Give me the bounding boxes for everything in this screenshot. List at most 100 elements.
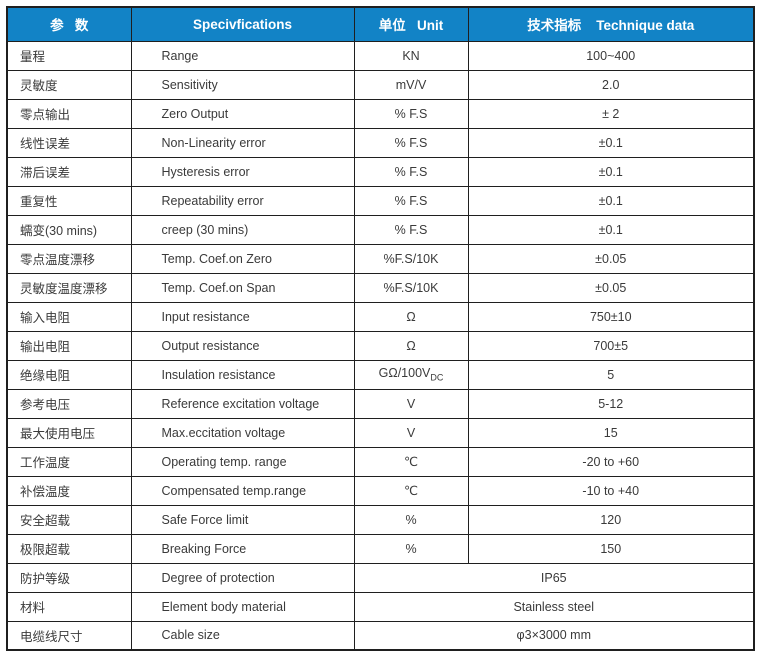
param-cn-cell: 参考电压 [6, 388, 132, 419]
merged-value-cell: IP65 [353, 562, 755, 593]
spec-cell: Element body material [130, 591, 355, 622]
table-row: 极限超载 Breaking Force% 150 [6, 533, 755, 564]
param-cn-cell: 绝缘电阻 [6, 359, 132, 390]
merged-value-cell: Stainless steel [353, 591, 755, 622]
value-cell: ±0.1 [467, 156, 755, 187]
param-cn-cell: 工作温度 [6, 446, 132, 477]
table-row: 最大使用电压 Max.eccitation voltage V 15 [6, 417, 755, 448]
header-param: 参 数 [6, 6, 132, 42]
spec-table-container: 参 数 Specivfications 单位 Unit 技术指标 Techniq… [6, 6, 755, 651]
table-row: 重复性 Repeatability error% F.S ±0.1 [6, 185, 755, 216]
unit-cell: V [353, 417, 469, 448]
spec-cell: Zero Output [130, 98, 355, 129]
table-row: 工作温度 Operating temp. range ℃ -20 to +60 [6, 446, 755, 477]
value-cell: 120 [467, 504, 755, 535]
spec-cell: Max.eccitation voltage [130, 417, 355, 448]
header-technique-data: 技术指标 Technique data [467, 6, 755, 42]
value-cell: ± 2 [467, 98, 755, 129]
spec-cell: Temp. Coef.on Zero [130, 243, 355, 274]
unit-cell: Ω [353, 330, 469, 361]
table-row: 参考电压 Reference excitation voltage V 5-12 [6, 388, 755, 419]
param-cn-cell: 电缆线尺寸 [6, 620, 132, 651]
spec-cell: Reference excitation voltage [130, 388, 355, 419]
param-cn-cell: 极限超载 [6, 533, 132, 564]
table-row: 灵敏度 Sensitivity mV/V 2.0 [6, 69, 755, 100]
unit-subscript: DC [430, 372, 444, 383]
unit-cell: KN [353, 40, 469, 71]
value-cell: 15 [467, 417, 755, 448]
spec-cell: Breaking Force [130, 533, 355, 564]
unit-cell: mV/V [353, 69, 469, 100]
value-cell: 2.0 [467, 69, 755, 100]
table-row: 线性误差 Non-Linearity error% F.S ±0.1 [6, 127, 755, 158]
value-cell: -20 to +60 [467, 446, 755, 477]
spec-cell: Output resistance [130, 330, 355, 361]
table-row: 滞后误差 Hysteresis error% F.S ±0.1 [6, 156, 755, 187]
spec-cell: Cable size [130, 620, 355, 651]
value-cell: 100~400 [467, 40, 755, 71]
param-cn-cell: 灵敏度 [6, 69, 132, 100]
header-unit: 单位 Unit [353, 6, 469, 42]
table-row: 零点输出 Zero Output% F.S ± 2 [6, 98, 755, 129]
table-row: 防护等级 Degree of protection IP65 [6, 562, 755, 593]
param-cn-cell: 滞后误差 [6, 156, 132, 187]
header-specifications: Specivfications [130, 6, 355, 42]
unit-cell: %F.S/10K [353, 272, 469, 303]
param-cn-cell: 防护等级 [6, 562, 132, 593]
value-cell: 150 [467, 533, 755, 564]
unit-cell: GΩ/100VDC [353, 359, 469, 390]
unit-cell: ℃ [353, 446, 469, 477]
spec-cell: Safe Force limit [130, 504, 355, 535]
header-row: 参 数 Specivfications 单位 Unit 技术指标 Techniq… [6, 6, 755, 42]
param-cn-cell: 蠕变(30 mins) [6, 214, 132, 245]
value-cell: ±0.1 [467, 127, 755, 158]
param-cn-cell: 安全超载 [6, 504, 132, 535]
param-cn-cell: 材料 [6, 591, 132, 622]
param-cn-cell: 灵敏度温度漂移 [6, 272, 132, 303]
spec-cell: creep (30 mins) [130, 214, 355, 245]
table-row: 补偿温度 Compensated temp.range ℃ -10 to +40 [6, 475, 755, 506]
unit-cell: ℃ [353, 475, 469, 506]
param-cn-cell: 最大使用电压 [6, 417, 132, 448]
spec-cell: Repeatability error [130, 185, 355, 216]
unit-cell: % F.S [353, 98, 469, 129]
unit-cell: V [353, 388, 469, 419]
table-row: 蠕变(30 mins) creep (30 mins)% F.S ±0.1 [6, 214, 755, 245]
unit-cell: % F.S [353, 127, 469, 158]
specification-table: 参 数 Specivfications 单位 Unit 技术指标 Techniq… [6, 6, 755, 651]
table-row: 材料 Element body material Stainless steel [6, 591, 755, 622]
param-cn-cell: 补偿温度 [6, 475, 132, 506]
value-cell: 750±10 [467, 301, 755, 332]
spec-cell: Sensitivity [130, 69, 355, 100]
table-row: 灵敏度温度漂移 Temp. Coef.on Span %F.S/10K ±0.05 [6, 272, 755, 303]
value-cell: 700±5 [467, 330, 755, 361]
spec-cell: Range [130, 40, 355, 71]
unit-cell: %F.S/10K [353, 243, 469, 274]
value-cell: ±0.05 [467, 272, 755, 303]
spec-cell: Degree of protection [130, 562, 355, 593]
table-body: 量程 Range KN 100~400 灵敏度 Sensitivity mV/V 2.0 零点输… [6, 40, 755, 651]
unit-cell: % [353, 533, 469, 564]
table-header: 参 数 Specivfications 单位 Unit 技术指标 Techniq… [6, 6, 755, 42]
merged-value-cell: φ3×3000 mm [353, 620, 755, 651]
param-cn-cell: 零点输出 [6, 98, 132, 129]
unit-cell: % F.S [353, 214, 469, 245]
param-cn-cell: 输入电阻 [6, 301, 132, 332]
param-cn-cell: 重复性 [6, 185, 132, 216]
unit-cell: % F.S [353, 185, 469, 216]
value-cell: ±0.1 [467, 185, 755, 216]
table-row: 电缆线尺寸 Cable size φ3×3000 mm [6, 620, 755, 651]
value-cell: -10 to +40 [467, 475, 755, 506]
table-row: 绝缘电阻 Insulation resistance GΩ/100VDC 5 [6, 359, 755, 390]
table-row: 零点温度漂移 Temp. Coef.on Zero %F.S/10K ±0.05 [6, 243, 755, 274]
table-row: 输出电阻 Output resistance Ω 700±5 [6, 330, 755, 361]
spec-cell: Temp. Coef.on Span [130, 272, 355, 303]
spec-cell: Non-Linearity error [130, 127, 355, 158]
param-cn-cell: 线性误差 [6, 127, 132, 158]
param-cn-cell: 量程 [6, 40, 132, 71]
value-cell: 5-12 [467, 388, 755, 419]
spec-cell: Compensated temp.range [130, 475, 355, 506]
value-cell: 5 [467, 359, 755, 390]
spec-cell: Operating temp. range [130, 446, 355, 477]
unit-cell: % F.S [353, 156, 469, 187]
